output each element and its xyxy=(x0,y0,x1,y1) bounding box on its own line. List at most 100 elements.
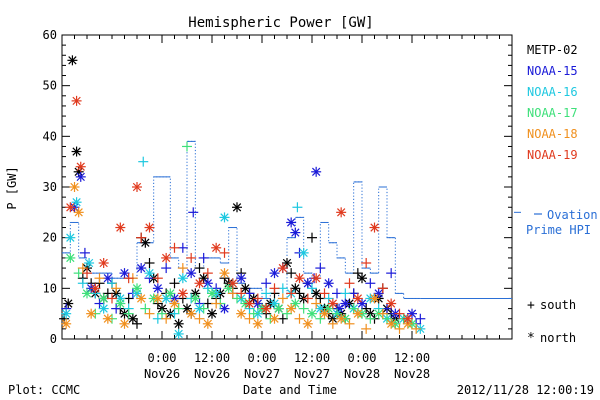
south-marker xyxy=(198,252,209,263)
marker-stroke xyxy=(116,299,125,308)
plot-area: 0 10 20 30 40 50 60 0:00 Nov26 12:00 Nov26 0:00 Nov2… xyxy=(43,28,521,381)
legend-entry-noaa-15: NOAA-15 xyxy=(527,64,578,78)
south-marker xyxy=(140,303,151,314)
marker-stroke xyxy=(224,284,233,293)
north-marker xyxy=(144,268,155,279)
north-marker xyxy=(352,293,363,304)
marker-stroke xyxy=(286,304,296,313)
north-marker xyxy=(269,313,280,324)
marker-stroke xyxy=(120,268,129,278)
south-marker xyxy=(365,313,376,324)
north-marker xyxy=(402,313,413,324)
south-marker xyxy=(232,293,242,304)
x-tick-time-label: 12:00 xyxy=(394,351,430,365)
north-marker xyxy=(65,252,76,263)
marker-stroke xyxy=(370,294,379,303)
north-marker xyxy=(98,258,109,268)
legend-ovation-label-2: Prime HPI xyxy=(526,223,591,237)
marker-stroke xyxy=(91,284,100,293)
marker-stroke xyxy=(311,167,321,176)
legend-entry-noaa-18: NOAA-18 xyxy=(527,127,578,141)
marker-stroke xyxy=(228,279,238,288)
marker-stroke xyxy=(170,299,179,308)
legend-entry-noaa-17: NOAA-17 xyxy=(527,106,578,120)
marker-stroke xyxy=(291,299,300,308)
south-marker xyxy=(77,263,88,274)
x-axis-label: Date and Time xyxy=(243,383,337,397)
marker-stroke xyxy=(178,289,188,298)
south-marker xyxy=(186,252,197,263)
y-tick-label: 0 xyxy=(50,332,57,346)
marker-stroke xyxy=(295,274,304,283)
marker-stroke xyxy=(199,274,208,283)
north-marker xyxy=(311,273,322,284)
north-marker xyxy=(236,308,247,319)
marker-stroke xyxy=(99,258,108,268)
marker-stroke xyxy=(220,304,229,313)
north-marker xyxy=(169,298,180,309)
south-marker xyxy=(382,313,392,324)
south-marker xyxy=(77,278,88,289)
south-marker xyxy=(161,313,172,324)
marker-stroke xyxy=(66,233,75,242)
south-marker xyxy=(332,308,342,319)
north-marker xyxy=(202,318,213,329)
south-marker xyxy=(415,313,426,324)
marker-stroke xyxy=(132,182,142,192)
north-marker xyxy=(219,212,230,223)
south-marker xyxy=(340,288,351,299)
north-marker xyxy=(75,171,86,182)
north-marker xyxy=(407,308,417,319)
marker-stroke xyxy=(132,284,142,293)
north-marker xyxy=(71,146,82,157)
x-tick-date-label: Nov26 xyxy=(194,367,230,381)
marker-stroke xyxy=(186,268,196,278)
marker-stroke xyxy=(291,284,300,293)
south-marker xyxy=(111,303,122,314)
north-marker xyxy=(302,318,313,329)
south-marker xyxy=(173,303,184,314)
north-marker xyxy=(273,303,284,314)
south-marker xyxy=(377,283,388,294)
x-tick-time-label: 0:00 xyxy=(148,351,177,365)
north-marker xyxy=(186,308,197,319)
north-marker xyxy=(152,283,163,294)
marker-stroke xyxy=(236,274,246,283)
marker-stroke xyxy=(111,289,121,298)
marker-stroke xyxy=(76,172,85,182)
south-marker xyxy=(302,293,313,304)
north-marker xyxy=(115,298,126,309)
marker-stroke xyxy=(220,213,229,222)
marker-stroke xyxy=(103,314,113,323)
north-marker xyxy=(98,303,109,314)
marker-stroke xyxy=(157,304,167,313)
marker-stroke xyxy=(182,304,192,313)
south-marker xyxy=(144,308,155,319)
north-marker xyxy=(307,308,317,319)
north-marker xyxy=(323,278,334,289)
south-marker xyxy=(182,141,192,152)
marker-stroke xyxy=(61,319,71,328)
marker-stroke xyxy=(207,289,217,298)
south-marker xyxy=(194,313,205,324)
marker-stroke xyxy=(120,319,129,328)
north-marker xyxy=(186,268,197,279)
marker-stroke xyxy=(357,299,367,308)
y-tick-label: 60 xyxy=(43,28,57,42)
north-marker xyxy=(211,242,222,253)
marker-stroke xyxy=(282,258,292,268)
south-marker xyxy=(286,268,297,279)
north-marker xyxy=(286,217,297,228)
y-axis-label: P [GW] xyxy=(5,166,19,209)
marker-stroke xyxy=(370,223,379,232)
north-marker xyxy=(71,197,82,208)
marker-stroke xyxy=(270,299,279,308)
south-marker xyxy=(277,293,288,304)
marker-stroke xyxy=(241,284,250,293)
north-marker xyxy=(136,293,147,304)
south-marker xyxy=(361,303,372,314)
legend-marker-north: north xyxy=(540,331,576,345)
marker-stroke xyxy=(220,268,229,278)
y-tick-label: 10 xyxy=(43,281,57,295)
